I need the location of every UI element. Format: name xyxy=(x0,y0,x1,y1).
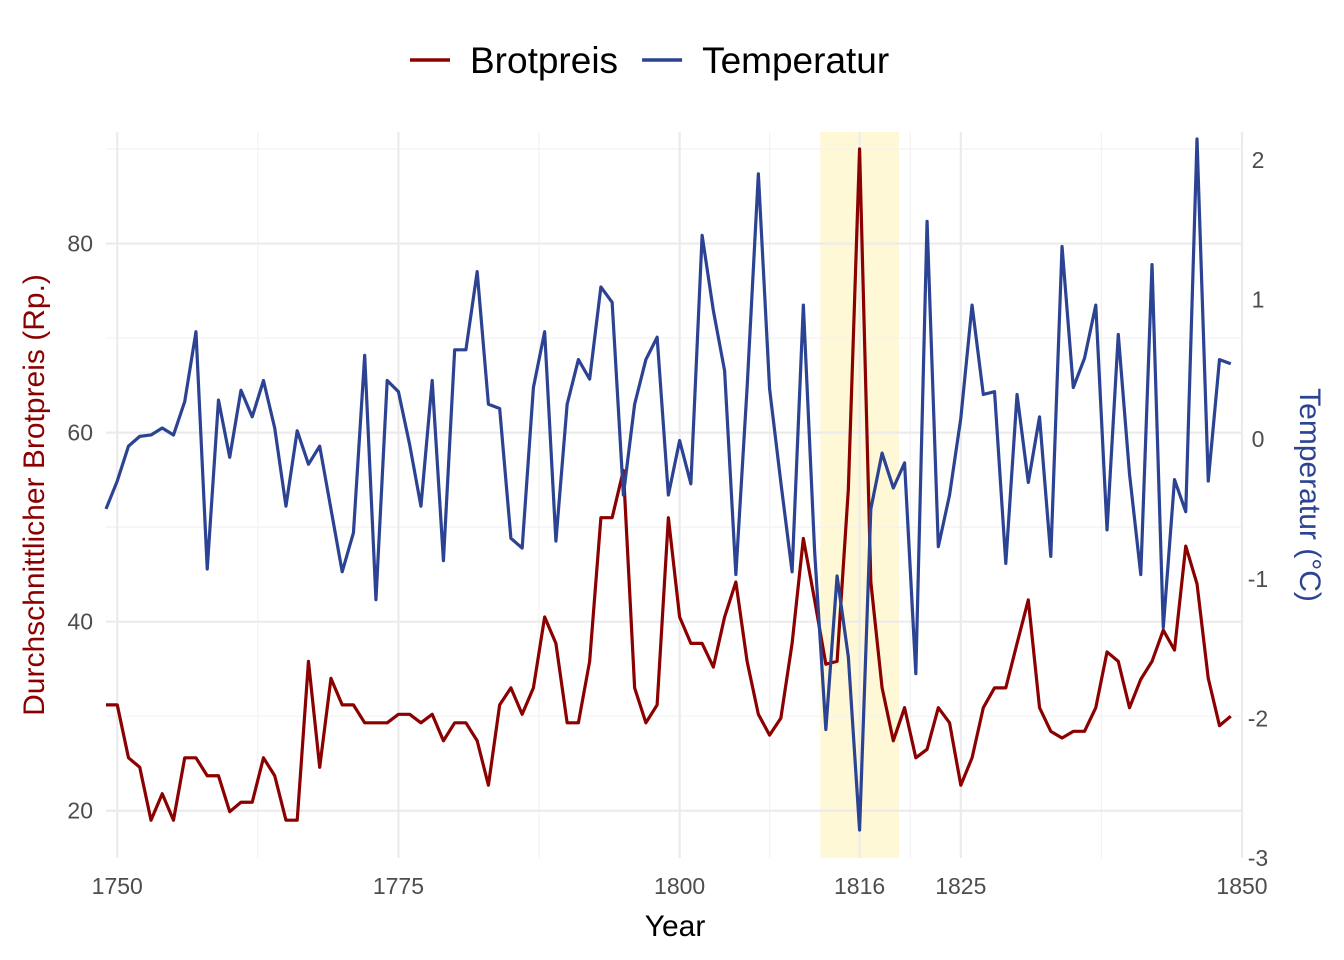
y-left-tick-label: 60 xyxy=(67,420,93,446)
legend-label: Brotpreis xyxy=(470,40,618,81)
y-left-tick-label: 20 xyxy=(67,798,93,824)
legend: Brotpreis Temperatur xyxy=(410,40,889,81)
y-right-tick-label: 2 xyxy=(1252,147,1265,173)
y-axis-left-title: Durchschnittlicher Brotpreis (Rp.) xyxy=(18,274,51,716)
y-axis-right-ticks: -3 -2 -1 0 1 2 xyxy=(1248,147,1268,871)
y-right-tick-label: -3 xyxy=(1248,845,1268,871)
x-tick-label: 1825 xyxy=(935,873,986,899)
legend-item-brotpreis: Brotpreis xyxy=(410,40,618,81)
x-tick-label: 1800 xyxy=(654,873,705,899)
y-left-tick-label: 80 xyxy=(67,231,93,257)
x-tick-label: 1750 xyxy=(92,873,143,899)
y-right-tick-label: 1 xyxy=(1252,287,1265,313)
legend-item-temperatur: Temperatur xyxy=(642,40,889,81)
x-tick-label: 1775 xyxy=(373,873,424,899)
series-line-brotpreis xyxy=(106,147,1232,822)
x-tick-label: 1850 xyxy=(1216,873,1267,899)
x-axis-title: Year xyxy=(645,910,706,943)
x-axis-ticks: 1750 1775 1800 1816 1825 1850 xyxy=(92,873,1268,899)
series-lines xyxy=(104,137,1232,832)
series-line-temperatur xyxy=(104,137,1232,832)
legend-label: Temperatur xyxy=(702,40,889,81)
y-axis-left-ticks: 20 40 60 80 xyxy=(67,231,93,824)
x-tick-label: 1816 xyxy=(834,873,885,899)
y-axis-right-title: Temperatur (°C) xyxy=(1293,388,1326,602)
y-right-tick-label: -2 xyxy=(1248,705,1268,731)
y-right-tick-label: -1 xyxy=(1248,566,1268,592)
y-right-tick-label: 0 xyxy=(1252,426,1265,452)
gridlines xyxy=(106,132,1244,858)
y-left-tick-label: 40 xyxy=(67,609,93,635)
